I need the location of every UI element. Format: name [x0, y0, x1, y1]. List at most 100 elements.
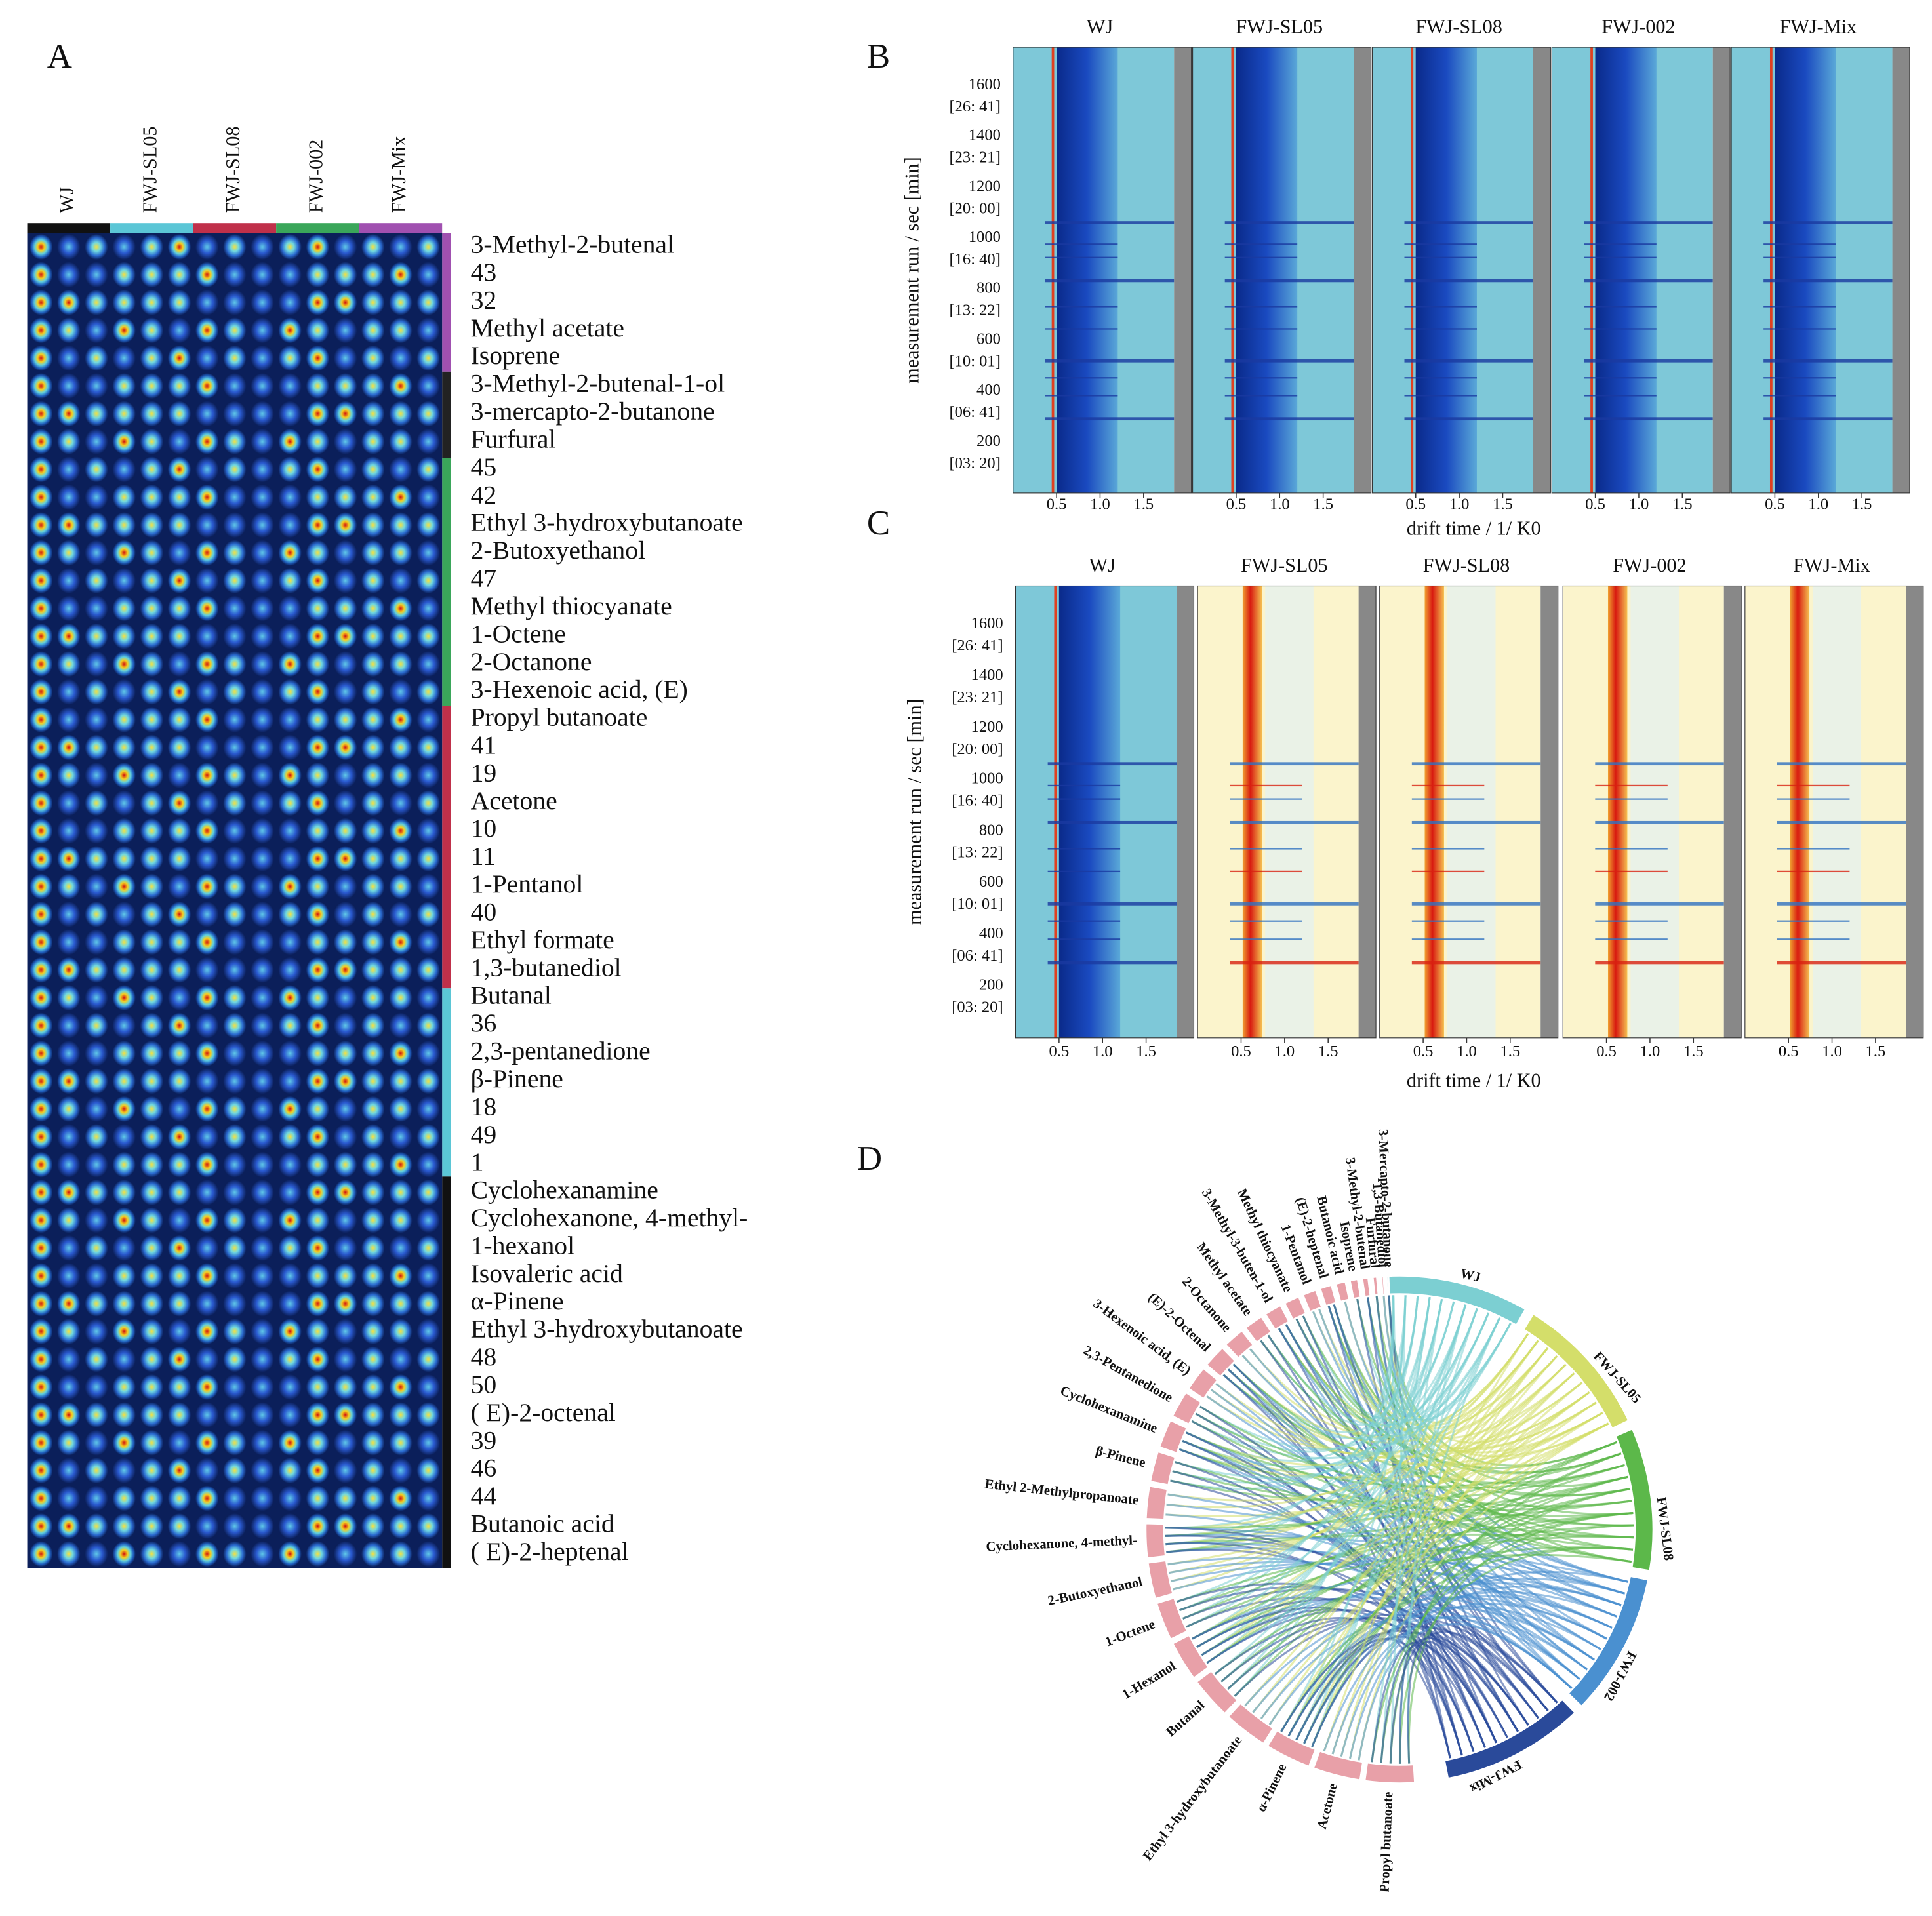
heatmap-cell	[167, 901, 191, 927]
rip-line	[1054, 586, 1057, 1038]
heatmap-cell	[416, 428, 440, 454]
x-tick-label: 0.5	[1765, 495, 1785, 513]
heatmap-cell	[251, 1319, 274, 1345]
heatmap-cell	[416, 262, 440, 288]
heatmap-cell	[333, 846, 357, 872]
spectrum-streak	[1224, 243, 1298, 245]
y-tick-time: [26: 41]	[952, 637, 1003, 654]
chord	[1175, 1511, 1634, 1603]
heatmap-cell	[251, 1012, 274, 1039]
compound-label: 1-Octene	[1103, 1616, 1157, 1649]
heatmap-cell	[112, 1541, 136, 1567]
heatmap-cell	[306, 317, 330, 344]
heatmap-cell	[195, 373, 219, 399]
compound-label: 18	[471, 1092, 497, 1121]
heatmap-cell	[306, 762, 330, 788]
compound-arc	[1312, 1749, 1365, 1782]
heatmap-cell	[416, 1290, 440, 1317]
heatmap-cell	[333, 1096, 357, 1122]
heatmap-cell	[251, 1124, 274, 1150]
compound-label: Ethyl 3-hydroxybutanoate	[471, 508, 743, 537]
heatmap-cell	[416, 1040, 440, 1066]
heatmap-cell	[278, 1180, 302, 1206]
heatmap-cell	[223, 1151, 247, 1178]
compound-label: Ethyl formate	[471, 925, 614, 954]
spectrum-streak	[1777, 920, 1850, 922]
sample-arc	[1614, 1427, 1655, 1572]
heatmap-cell	[195, 401, 219, 427]
heatmap-cell	[389, 873, 413, 900]
heatmap-cell	[416, 317, 440, 344]
chord	[1184, 1536, 1635, 1629]
heatmap-cell	[223, 373, 247, 399]
heatmap-cell	[167, 428, 191, 454]
heatmap-cell	[112, 484, 136, 510]
heatmap-cell	[306, 1402, 330, 1428]
heatmap-cell	[195, 790, 219, 816]
frame	[1562, 585, 1742, 1039]
heatmap-cell	[29, 595, 53, 622]
heatmap-cell	[389, 540, 413, 566]
spectrum	[1379, 585, 1559, 1039]
spectrum-streak	[1047, 798, 1121, 800]
rip-line	[1590, 47, 1593, 493]
heatmap-cell	[306, 1207, 330, 1233]
heatmap-cell	[29, 623, 53, 649]
heatmap-cell	[306, 345, 330, 371]
compound-label: 2,3-pentanedione	[471, 1037, 651, 1066]
heatmap-cell	[251, 373, 274, 399]
spectrum-streak	[1230, 902, 1359, 906]
heatmap-cell	[140, 1541, 164, 1567]
gray-strip	[1177, 586, 1194, 1038]
heatmap-cell	[112, 818, 136, 844]
heatmap-cell	[195, 873, 219, 900]
heatmap-cell	[140, 289, 164, 315]
heatmap-cell	[223, 262, 247, 288]
spectrum-streak	[1763, 395, 1836, 397]
heatmap-cell	[333, 428, 357, 454]
y-tick-label: 200	[979, 976, 1003, 994]
heatmap-cell	[333, 873, 357, 900]
frame	[1379, 585, 1559, 1039]
x-tick-label: 0.5	[1226, 495, 1247, 513]
heatmap-cell	[85, 262, 108, 288]
heatmap-cell	[195, 540, 219, 566]
heatmap-cell	[195, 345, 219, 371]
heatmap-cell	[416, 1012, 440, 1039]
compound-arc	[1146, 1559, 1175, 1601]
spectrum-streak	[1045, 256, 1118, 258]
heatmap-cell	[29, 1151, 53, 1178]
heatmap-cell	[167, 1429, 191, 1456]
spectrum-streak	[1411, 902, 1541, 906]
heatmap-cell	[251, 1541, 274, 1567]
chord	[1389, 1631, 1550, 1765]
spectrum-streak	[1045, 417, 1175, 421]
heatmap-cell	[29, 345, 53, 371]
heatmap-cell	[389, 1346, 413, 1372]
heatmap-cell	[278, 1346, 302, 1372]
y-tick-label: 400	[979, 925, 1003, 942]
heatmap-cell	[333, 790, 357, 816]
heatmap-cell	[389, 373, 413, 399]
heatmap-cell	[140, 262, 164, 288]
x-tick-label: 0.5	[1405, 495, 1426, 513]
heatmap-cell	[223, 595, 247, 622]
heatmap-cell	[416, 651, 440, 677]
compound-label: ( E)-2-octenal	[471, 1398, 616, 1427]
heatmap-cell	[389, 623, 413, 649]
y-tick-time: [23: 21]	[949, 149, 1000, 167]
spectrum-streak	[1763, 377, 1836, 379]
heatmap-cell	[140, 345, 164, 371]
compound-label: 45	[471, 452, 497, 481]
y-tick-label: 200	[976, 432, 1001, 450]
spectrum-streak	[1411, 762, 1541, 766]
heatmap-cell	[389, 707, 413, 733]
heatmap-cell	[251, 623, 274, 649]
heatmap-cell	[416, 1124, 440, 1150]
heatmap-cell	[333, 1402, 357, 1428]
heatmap-cell	[29, 373, 53, 399]
heatmap-cell	[278, 234, 302, 260]
spectrum-streak	[1230, 938, 1302, 940]
compound-label: 50	[471, 1370, 497, 1399]
spectrum-streak	[1584, 328, 1657, 330]
